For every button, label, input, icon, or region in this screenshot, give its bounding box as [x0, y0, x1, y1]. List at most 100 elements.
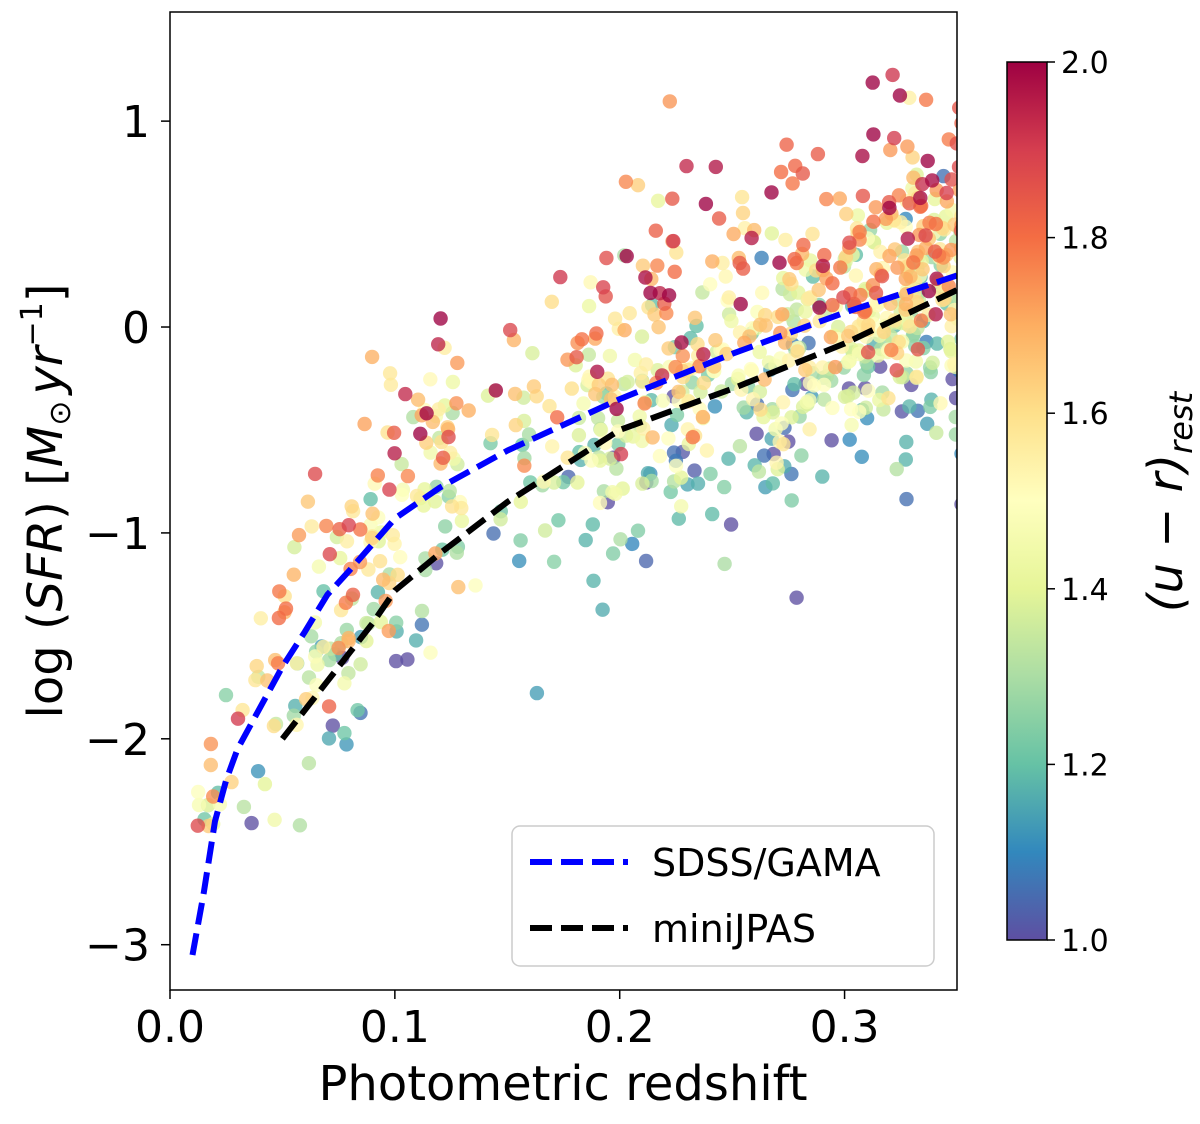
scatter-point — [449, 545, 464, 560]
scatter-point — [638, 553, 654, 569]
scatter-point — [810, 146, 826, 162]
scatter-point — [364, 349, 380, 365]
scatter-point — [876, 324, 892, 340]
scatter-point — [589, 326, 604, 341]
scatter-point — [445, 374, 461, 390]
scatter-point — [882, 200, 897, 216]
scatter-point — [913, 190, 928, 206]
scatter-point — [650, 193, 666, 208]
scatter-point — [451, 579, 466, 595]
scatter-point — [203, 757, 218, 773]
colorbar-ticks: 1.0 1.2 1.4 1.6 1.8 2.0 — [1047, 46, 1109, 959]
scatter-point — [669, 407, 685, 423]
scatter-point — [790, 344, 805, 359]
scatter-point — [723, 517, 739, 532]
scatter-point — [833, 260, 848, 275]
scatter-point — [513, 533, 528, 548]
colorbar-tick-label: 1.6 — [1061, 397, 1109, 432]
scatter-point — [350, 703, 365, 718]
legend-box — [511, 825, 935, 967]
y-label-sun: ⊙ — [43, 401, 78, 426]
scatter-point — [553, 269, 568, 285]
scatter-point — [948, 427, 957, 442]
scatter-point — [855, 188, 871, 204]
scatter-point — [651, 320, 666, 335]
colorbar-tick-label: 1.4 — [1061, 573, 1109, 608]
scatter-point — [596, 280, 611, 295]
scatter-point — [542, 398, 557, 414]
scatter-point — [272, 584, 287, 599]
scatter-point — [339, 534, 355, 549]
scatter-point — [671, 511, 686, 526]
scatter-point — [772, 255, 787, 270]
scatter-point — [898, 271, 913, 287]
scatter-point — [400, 468, 416, 484]
scatter-point — [708, 159, 723, 175]
scatter-point — [724, 313, 739, 329]
scatter-point — [590, 410, 606, 426]
scatter-point — [666, 233, 681, 249]
scatter-point — [583, 275, 598, 290]
scatter-point — [388, 653, 404, 669]
scatter-point — [825, 400, 840, 416]
scatter-point — [619, 248, 634, 264]
scatter-point — [848, 268, 864, 283]
scatter-point — [517, 458, 532, 473]
scatter-point — [815, 360, 830, 375]
scatter-point — [341, 633, 356, 649]
scatter-point — [944, 319, 957, 334]
scatter-point — [325, 718, 340, 733]
scatter-point — [843, 402, 859, 417]
scatter-point — [899, 434, 914, 450]
scatter-point — [244, 815, 259, 831]
scatter-point — [948, 390, 957, 406]
scatter-point — [410, 392, 426, 407]
scatter-point — [902, 399, 917, 414]
scatter-point — [503, 322, 518, 338]
scatter-point — [544, 294, 559, 309]
scatter-point — [372, 554, 388, 569]
scatter-point — [319, 518, 334, 534]
y-label-mid: ) [ — [18, 467, 74, 520]
scatter-point — [257, 776, 273, 792]
y-tick-label: −3 — [85, 921, 150, 972]
scatter-point — [734, 189, 750, 205]
scatter-point — [382, 366, 398, 381]
scatter-point — [733, 296, 748, 312]
scatter-point — [353, 657, 368, 672]
scatter-point — [913, 313, 929, 328]
scatter-point — [890, 260, 905, 275]
scatter-point — [571, 428, 587, 443]
scatter-point — [948, 409, 957, 425]
scatter-point — [381, 623, 396, 639]
scatter-point — [270, 656, 286, 671]
scatter-point — [920, 153, 935, 169]
scatter-point — [376, 572, 391, 587]
scatter-point — [545, 439, 560, 454]
scatter-point — [811, 282, 826, 298]
scatter-point — [795, 166, 810, 181]
scatter-point — [665, 191, 680, 206]
scatter-point — [419, 406, 434, 421]
scatter-point — [635, 476, 650, 491]
scatter-point — [949, 136, 957, 151]
scatter-point — [618, 174, 634, 189]
scatter-point — [364, 530, 380, 546]
scatter-point — [866, 127, 881, 142]
scatter-point — [486, 526, 501, 541]
scatter-point — [637, 396, 652, 411]
scatter-point — [630, 178, 646, 193]
scatter-point — [823, 330, 839, 345]
scatter-point — [385, 528, 400, 543]
scatter-point — [584, 453, 599, 468]
y-tick-label: 0 — [122, 303, 150, 354]
scatter-point — [900, 231, 915, 246]
scatter-point — [837, 389, 853, 404]
scatter-point — [604, 377, 620, 392]
scatter-point — [832, 191, 847, 206]
scatter-point — [816, 377, 832, 392]
scatter-point — [711, 211, 727, 226]
scatter-point — [322, 547, 337, 562]
scatter-point — [249, 658, 264, 674]
scatter-point — [650, 258, 665, 273]
